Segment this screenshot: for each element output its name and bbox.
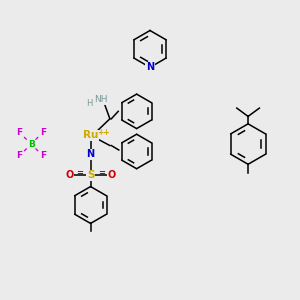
Text: N: N [146, 62, 154, 72]
Text: F: F [40, 151, 46, 160]
Text: H: H [86, 98, 93, 107]
Text: B: B [28, 140, 34, 148]
Text: =: = [76, 168, 83, 177]
Text: F: F [16, 151, 22, 160]
Text: =: = [98, 168, 105, 177]
Text: ++: ++ [98, 128, 110, 137]
Text: F: F [40, 128, 46, 137]
Text: Ru: Ru [83, 130, 98, 140]
Text: N: N [86, 149, 94, 160]
Text: O: O [66, 170, 74, 180]
Text: O: O [107, 170, 116, 180]
Text: S: S [87, 170, 94, 180]
Text: NH: NH [94, 95, 108, 104]
Text: F: F [16, 128, 22, 137]
